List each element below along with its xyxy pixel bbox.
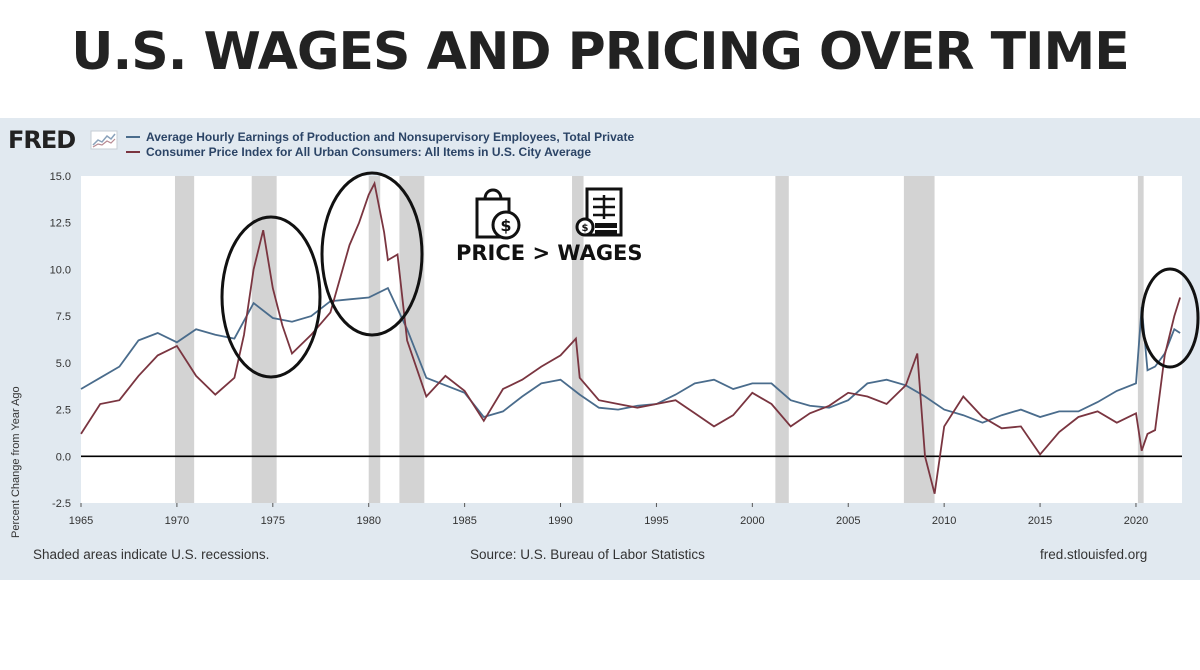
y-tick-label: 12.5	[50, 218, 71, 230]
x-tick-label: 2010	[932, 515, 956, 527]
x-tick-label: 1965	[69, 515, 93, 527]
recession-note: Shaded areas indicate U.S. recessions.	[33, 547, 270, 562]
y-axis-ticks: -2.5 0.0 2.5 5.0 7.5 10.0 12.5 15.0	[50, 171, 71, 510]
y-tick-label: 15.0	[50, 171, 71, 183]
series-line-cpi	[80, 180, 1181, 494]
recession-bands	[174, 176, 1144, 503]
legend-item-cpi: Consumer Price Index for All Urban Consu…	[126, 144, 634, 159]
legend-item-wages: Average Hourly Earnings of Production an…	[126, 129, 634, 144]
x-tick-label: 2015	[1028, 515, 1052, 527]
x-tick-label: 1975	[261, 515, 285, 527]
recession-band	[903, 176, 935, 503]
chart-svg: -2.5 0.0 2.5 5.0 7.5 10.0 12.5 15.0 1965 1970 197…	[50, 171, 1200, 527]
x-tick-label: 1970	[165, 515, 189, 527]
x-tick-label: 2020	[1124, 515, 1148, 527]
recession-band	[1137, 176, 1144, 503]
source-url: fred.stlouisfed.org	[1040, 547, 1148, 562]
price-wages-annotation: PRICE > WAGES	[456, 241, 643, 265]
x-tick-label: 1985	[452, 515, 476, 527]
recession-band	[174, 176, 195, 503]
x-tick-label: 2005	[836, 515, 860, 527]
x-tick-label: 1980	[356, 515, 380, 527]
legend-label-cpi: Consumer Price Index for All Urban Consu…	[146, 144, 591, 159]
chart-legend: Average Hourly Earnings of Production an…	[126, 129, 634, 159]
shopping-bag-dollar-icon: $	[475, 188, 521, 240]
y-tick-label: 0.0	[56, 451, 71, 463]
highlight-circle-1974	[220, 215, 322, 379]
svg-text:$: $	[500, 216, 511, 235]
legend-label-wages: Average Hourly Earnings of Production an…	[146, 129, 635, 144]
y-tick-label: 10.0	[50, 264, 71, 276]
plot-area	[81, 176, 1182, 503]
x-axis-ticks: 1965 1970 1975 1980 1985 1990 1995 2000 2005 2010…	[69, 503, 1148, 527]
recession-band	[572, 176, 584, 503]
highlight-circle-1980	[320, 171, 424, 337]
recession-band	[775, 176, 789, 503]
x-tick-label: 1990	[548, 515, 572, 527]
y-tick-label: 2.5	[56, 405, 71, 417]
y-tick-label: 7.5	[56, 311, 71, 323]
source-note: Source: U.S. Bureau of Labor Statistics	[470, 547, 705, 562]
x-tick-label: 1995	[644, 515, 668, 527]
recession-band	[251, 176, 277, 503]
highlight-circle-2022	[1140, 267, 1200, 369]
x-tick-label: 2000	[740, 515, 764, 527]
recession-band	[368, 176, 381, 503]
payroll-document-icon: $	[575, 187, 623, 237]
y-tick-label: -2.5	[52, 498, 71, 510]
svg-text:$: $	[582, 223, 589, 234]
legend-swatch-wages	[126, 135, 140, 138]
series-line-wages	[80, 286, 1181, 424]
legend-swatch-cpi	[126, 150, 140, 153]
y-tick-label: 5.0	[56, 358, 71, 370]
headline: U.S. WAGES AND PRICING OVER TIME	[71, 22, 1129, 82]
fred-logo: FRED	[8, 126, 76, 154]
fred-logo-graph-icon	[90, 130, 118, 150]
